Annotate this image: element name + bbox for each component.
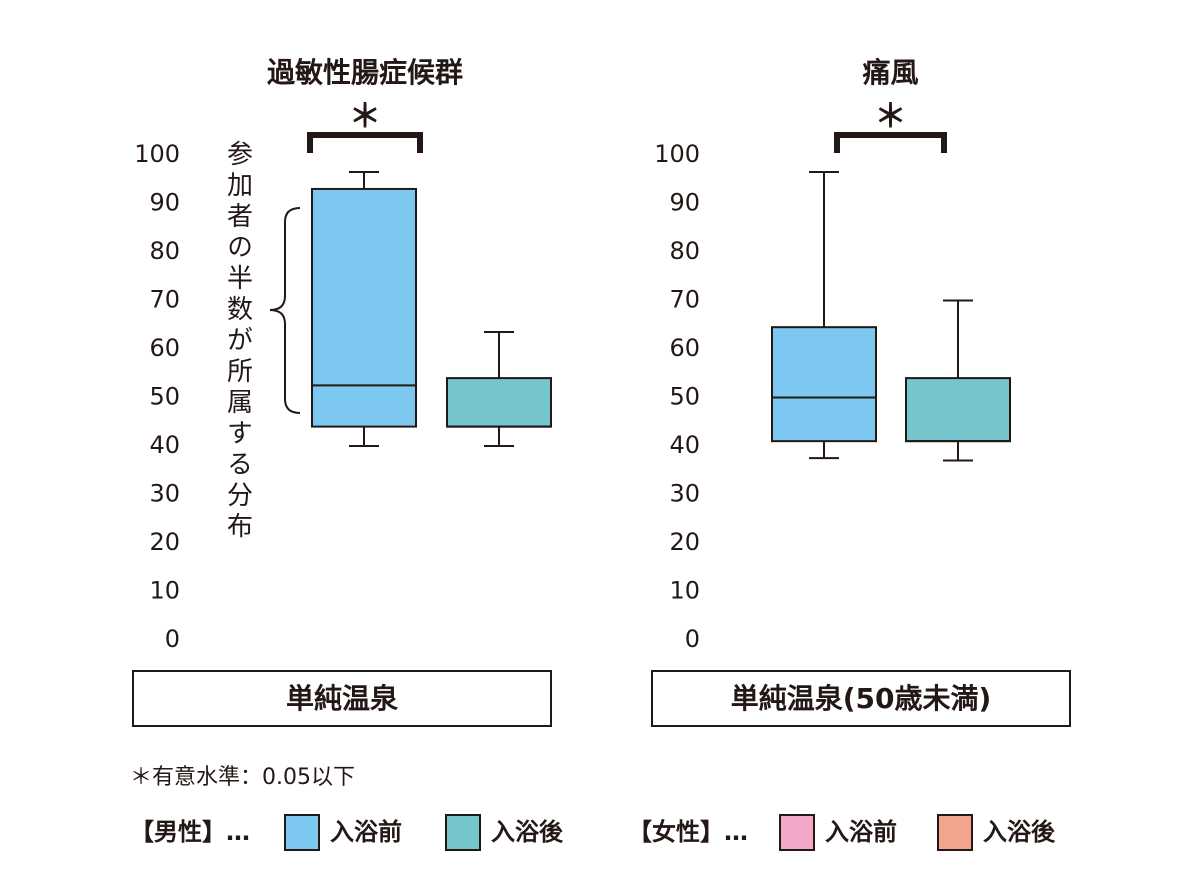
chart-title: 過敏性腸症候群	[267, 56, 463, 89]
legend-swatch	[937, 814, 973, 851]
significance-mark: ＊	[874, 97, 906, 135]
y-tick-label: 80	[149, 237, 180, 265]
legend-group-label: 【女性】…	[628, 818, 748, 846]
y-tick-label: 50	[149, 383, 180, 411]
significance-mark: ＊	[349, 97, 381, 135]
y-tick-label: 70	[149, 286, 180, 314]
y-tick-label: 60	[149, 334, 180, 362]
box	[905, 377, 1011, 443]
legend-swatch	[779, 814, 815, 851]
y-tick-label: 100	[134, 140, 180, 168]
y-tick-label: 50	[669, 383, 700, 411]
legend-label: 入浴後	[983, 818, 1056, 846]
y-tick-label: 10	[669, 577, 700, 605]
category-box	[132, 670, 552, 727]
y-tick-label: 70	[669, 286, 700, 314]
y-tick-label: 10	[149, 577, 180, 605]
y-tick-label: 40	[669, 431, 700, 459]
y-tick-label: 0	[685, 625, 700, 653]
y-tick-label: 90	[149, 189, 180, 217]
brace	[269, 207, 301, 414]
y-tick-label: 40	[149, 431, 180, 459]
significance-bracket	[307, 132, 423, 153]
box	[311, 187, 417, 428]
legend-group-label: 【男性】…	[130, 818, 250, 846]
legend-label: 入浴後	[491, 818, 564, 846]
footnote: ＊有意水準：0.05以下	[130, 765, 355, 790]
box	[771, 326, 877, 443]
y-tick-label: 30	[149, 480, 180, 508]
significance-bracket	[834, 132, 947, 153]
y-tick-label: 20	[669, 528, 700, 556]
legend-label: 入浴前	[825, 818, 897, 846]
chart-title: 痛風	[862, 56, 918, 89]
category-label: 単純温泉	[286, 682, 399, 715]
box	[446, 377, 552, 428]
y-tick-label: 80	[669, 237, 700, 265]
legend-swatch	[284, 814, 320, 851]
y-tick-label: 60	[669, 334, 700, 362]
annotation: 参加者の半数が所属する分布	[223, 140, 253, 543]
y-tick-label: 90	[669, 189, 700, 217]
y-tick-label: 0	[165, 625, 180, 653]
category-label: 単純温泉(50歳未満)	[731, 682, 992, 715]
y-tick-label: 100	[654, 140, 700, 168]
y-tick-label: 30	[669, 480, 700, 508]
legend-label: 入浴前	[330, 818, 402, 846]
legend-swatch	[445, 814, 481, 851]
category-box	[651, 670, 1071, 727]
y-tick-label: 20	[149, 528, 180, 556]
